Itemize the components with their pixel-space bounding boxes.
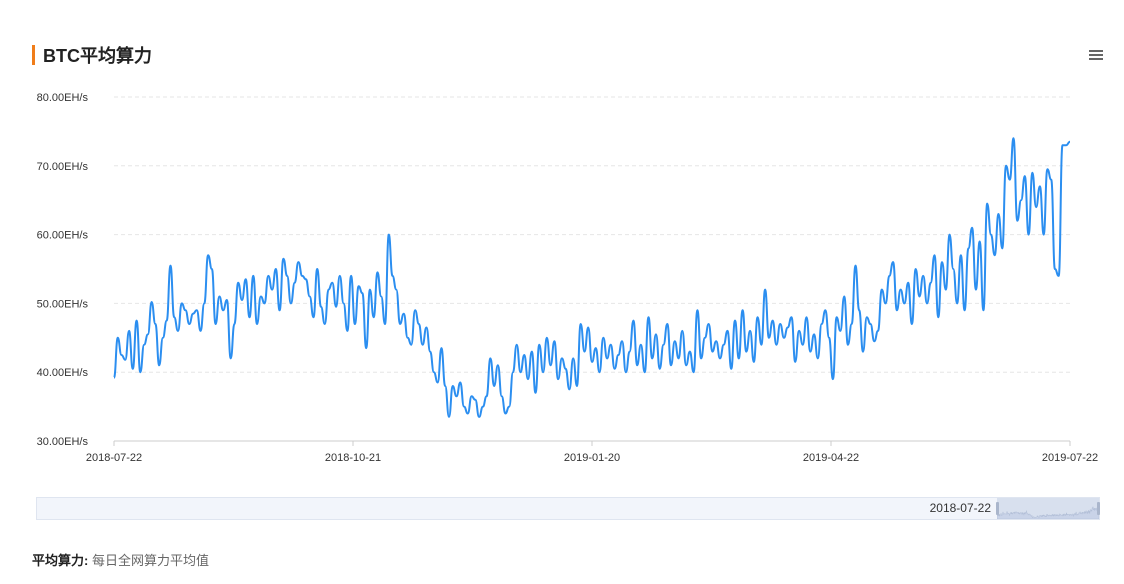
y-tick-label: 60.00EH/s bbox=[37, 230, 89, 242]
line-chart: 30.00EH/s 40.00EH/s 50.00EH/s 60.00EH/s 70.0… bbox=[37, 92, 1099, 464]
datazoom-right-handle[interactable] bbox=[1097, 502, 1100, 515]
y-tick-label: 50.00EH/s bbox=[37, 298, 89, 310]
footnote-term: 平均算力: bbox=[32, 553, 89, 568]
datazoom-slider[interactable]: 2018-07-22 bbox=[36, 497, 1100, 520]
x-tick-label: 2018-07-22 bbox=[86, 452, 142, 464]
chart-title: BTC平均算力 bbox=[43, 46, 152, 66]
y-tick-label: 70.00EH/s bbox=[37, 161, 89, 173]
x-tick-label: 2018-10-21 bbox=[325, 452, 381, 464]
y-tick-label: 80.00EH/s bbox=[37, 92, 89, 104]
y-tick-label: 30.00EH/s bbox=[37, 436, 89, 448]
datazoom-left-handle[interactable] bbox=[996, 502, 999, 515]
x-tick-label: 2019-04-22 bbox=[803, 452, 859, 464]
title-accent-bar bbox=[32, 45, 35, 65]
datazoom-window[interactable] bbox=[996, 498, 1100, 519]
datazoom-sparkline-area bbox=[997, 506, 1099, 519]
datazoom-start-label: 2018-07-22 bbox=[929, 501, 991, 515]
x-tick-label: 2019-01-20 bbox=[564, 452, 620, 464]
hamburger-menu-icon[interactable] bbox=[1088, 48, 1104, 64]
chart-title-group: BTC平均算力 bbox=[32, 43, 152, 67]
y-tick-label: 40.00EH/s bbox=[37, 367, 89, 379]
footnote: 平均算力: 每日全网算力平均值 bbox=[32, 550, 209, 569]
datazoom-sparkline bbox=[997, 506, 1099, 519]
footnote-description: 每日全网算力平均值 bbox=[91, 553, 209, 568]
series-line bbox=[113, 137, 1071, 418]
x-tick-label: 2019-07-22 bbox=[1042, 452, 1098, 464]
